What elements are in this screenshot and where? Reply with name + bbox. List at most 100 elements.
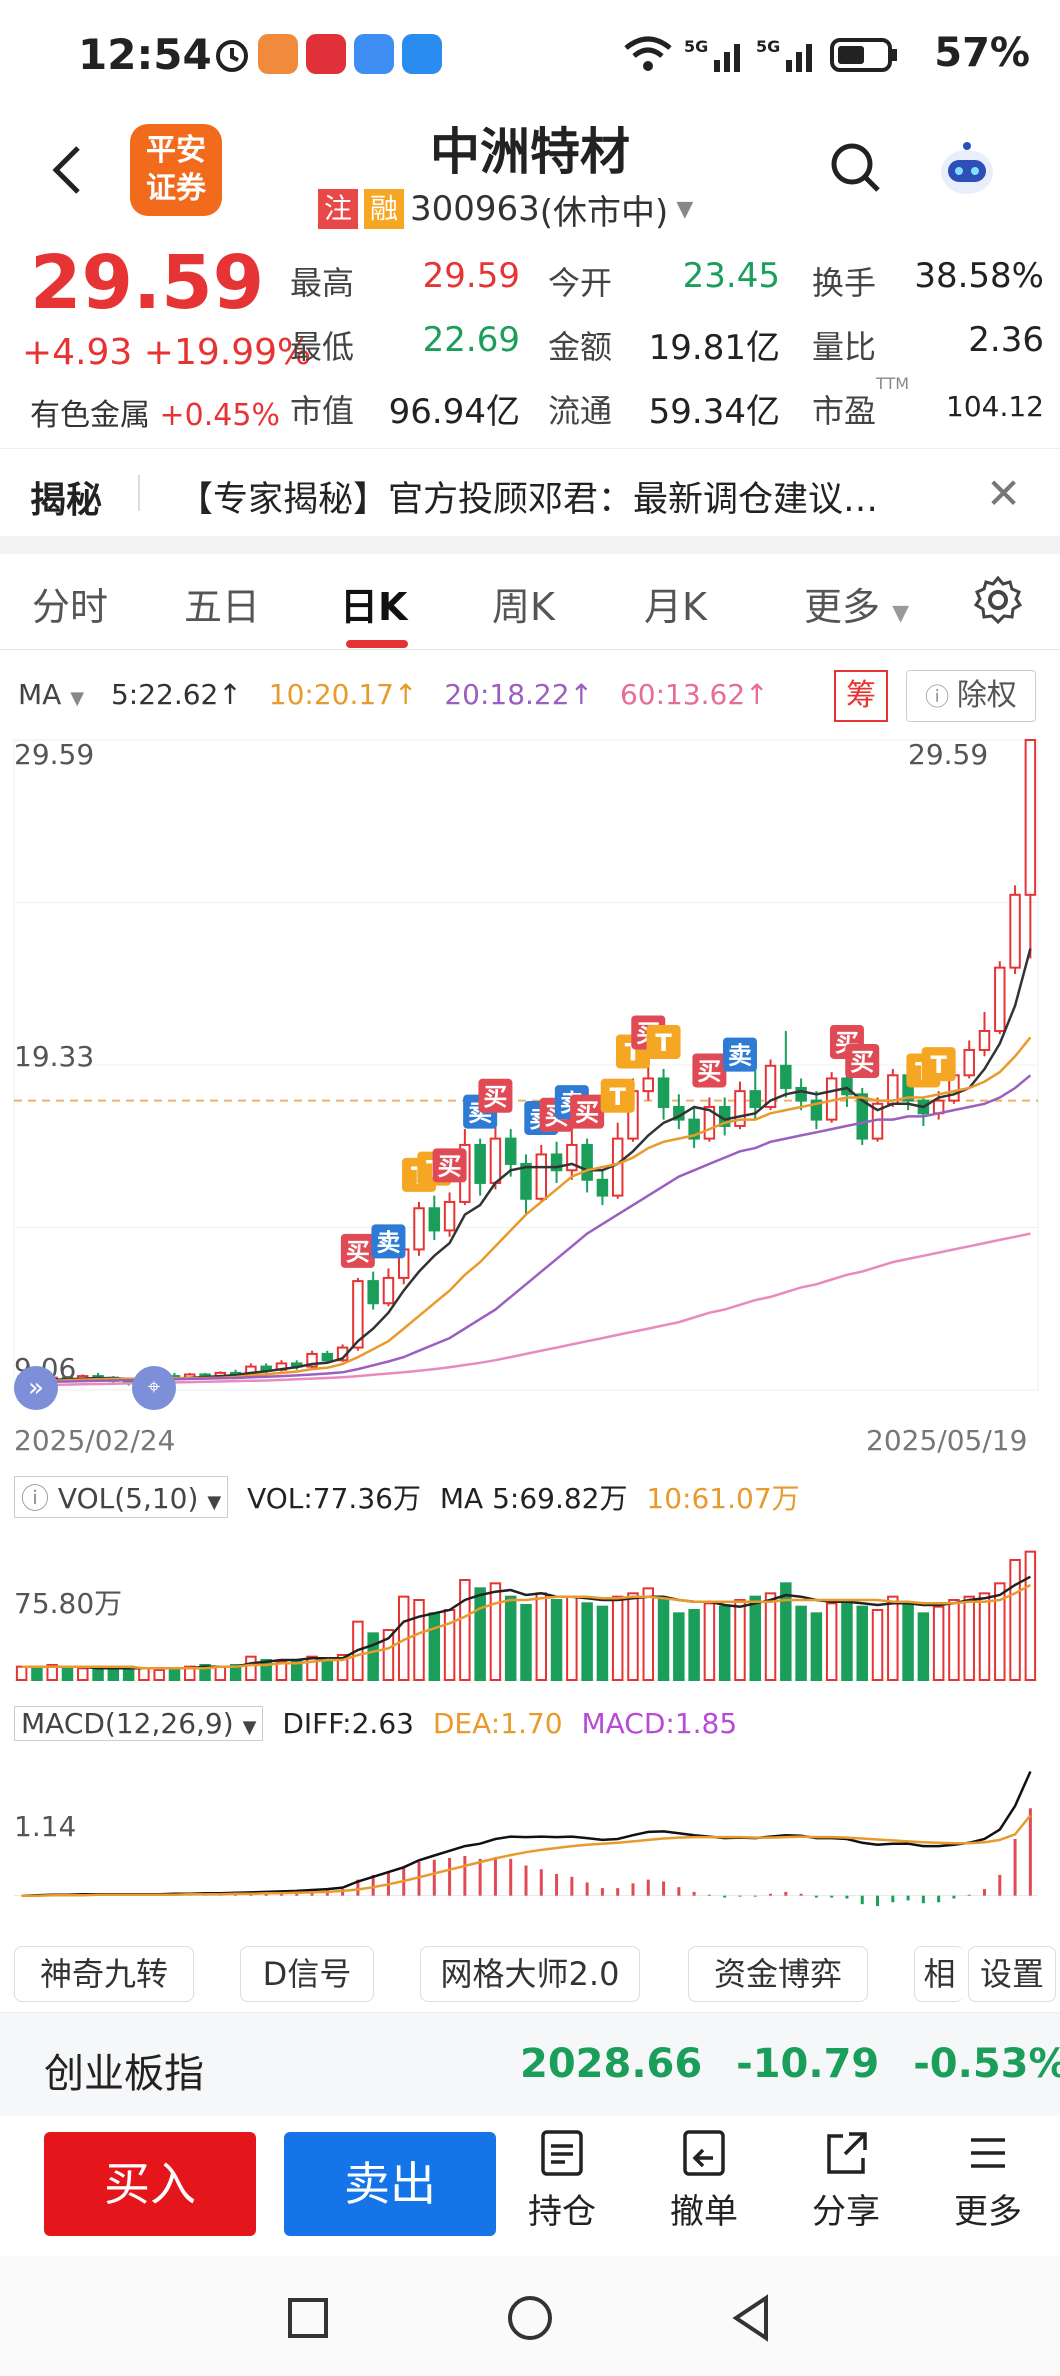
volume-chart[interactable]: 75.80万 (0, 1520, 1060, 1700)
back-icon[interactable] (40, 140, 100, 200)
y-axis-label-top: 29.59 (14, 738, 95, 771)
ticker-text[interactable]: 【专家揭秘】官方投顾邓君：最新调仓建议… (178, 480, 879, 520)
candle-body (978, 1029, 991, 1051)
tab-five-day[interactable]: 五日 (184, 585, 261, 629)
candlestick-svg: 买卖TT买卖买卖买卖买TT买T买卖买买TT (13, 739, 1039, 1391)
volume-bar (153, 1669, 165, 1681)
signal-label: 卖 (376, 1228, 400, 1256)
pe-ttm-label: TTM (876, 374, 910, 393)
quote-label: 今开 (548, 264, 613, 302)
tab-monthly-k[interactable]: 月K (644, 585, 707, 629)
candlestick-chart[interactable]: 买卖TT买卖买卖买卖买TT买T买卖买买TT 29.59 19.33 9.06 2… (0, 730, 1060, 1457)
chip-d-signal[interactable]: D信号 (240, 1946, 374, 2002)
tab-more[interactable]: 更多 ▼ (804, 585, 910, 629)
volume-bar (627, 1592, 639, 1681)
volume-svg (14, 1550, 1038, 1682)
volume-bar (275, 1660, 288, 1682)
volume-bar (336, 1654, 349, 1681)
tab-weekly-k[interactable]: 周K (492, 585, 555, 629)
volume-legend[interactable]: ⓘ VOL(5,10) ▼ VOL:77.36万 MA 5:69.82万 10:… (14, 1476, 800, 1518)
price-change: +4.93 +19.99% (22, 332, 312, 373)
volume-bar (107, 1667, 120, 1681)
active-tab-indicator (346, 640, 408, 648)
volume-bar (948, 1599, 960, 1681)
volume-bar (1009, 1559, 1021, 1681)
candle-body (1024, 739, 1037, 896)
crosshair-icon[interactable]: ⌖ (132, 1366, 176, 1410)
ex-right-button[interactable]: ⓘ 除权 (906, 670, 1036, 722)
buy-button[interactable]: 买入 (44, 2132, 256, 2236)
candle-body (550, 1153, 563, 1172)
home-icon[interactable] (506, 2294, 554, 2346)
battery-icon (830, 38, 900, 76)
volume-bar (245, 1655, 257, 1682)
signal-label: 买 (438, 1152, 462, 1180)
close-icon[interactable]: ✕ (986, 469, 1022, 518)
chip-distribution-button[interactable]: 筹 (834, 670, 888, 722)
candle-body (581, 1143, 593, 1181)
index-bar[interactable]: 创业板指 2028.66 -10.79 -0.53% ▲ (0, 2012, 1060, 2116)
tab-daily-k[interactable]: 日K (340, 585, 408, 629)
volume-y-label: 75.80万 (14, 1587, 123, 1620)
signal-marker (371, 1224, 406, 1259)
gear-icon[interactable] (972, 574, 1024, 626)
assistant-robot-icon[interactable] (936, 138, 998, 200)
signal-marker (432, 1148, 467, 1183)
volume-bar (932, 1605, 945, 1681)
signal-marker (600, 1078, 635, 1113)
fast-forward-icon[interactable]: » (14, 1366, 58, 1410)
volume-bar (902, 1602, 914, 1681)
volume-bar (520, 1604, 532, 1681)
sell-button[interactable]: 卖出 (284, 2132, 496, 2236)
volume-bar (749, 1595, 761, 1681)
chip-partial[interactable]: 相 (914, 1946, 964, 2002)
recent-apps-icon[interactable] (286, 2296, 330, 2344)
search-icon[interactable] (826, 138, 886, 198)
candle-body (352, 1280, 364, 1349)
volume-ma10_line (21, 1583, 1031, 1670)
signal-marker (646, 1024, 681, 1059)
sector-change[interactable]: 有色金属 +0.45% (30, 398, 280, 433)
volume-bar (92, 1669, 104, 1681)
quote-label: 最低 (290, 328, 355, 366)
stock-name: 中洲特材 (430, 123, 630, 181)
stock-code-row[interactable]: 注 融 300963 (休市中) ▼ (318, 186, 693, 233)
chip-magic-nine[interactable]: 神奇九转 (14, 1946, 194, 2002)
volume-bar (963, 1595, 975, 1681)
more-button[interactable]: 更多 (938, 2128, 1038, 2233)
candle-body (780, 1064, 792, 1089)
alarm-icon (212, 34, 252, 74)
signal-label: 买 (575, 1099, 599, 1127)
margin-tag: 注 (318, 189, 358, 229)
brand-logo: 平安 证券 (130, 124, 222, 216)
volume-bar (535, 1592, 548, 1681)
chip-settings[interactable]: 设置 (968, 1946, 1056, 2002)
volume-bar (566, 1595, 578, 1681)
macd-chart[interactable]: 1.14 (0, 1748, 1060, 1928)
tab-intraday[interactable]: 分时 (32, 585, 109, 629)
macd-legend[interactable]: MACD(12,26,9) ▼ DIFF:2.63 DEA:1.70 MACD:… (14, 1706, 737, 1741)
status-time: 12:54 (78, 30, 212, 79)
signal-label: 卖 (728, 1042, 752, 1070)
menu-icon (971, 2138, 1005, 2168)
chevron-down-icon: ▼ (207, 1492, 222, 1513)
cancel-order-button[interactable]: 撤单 (654, 2128, 754, 2233)
back-nav-icon[interactable] (728, 2294, 776, 2346)
volume-indicator-select[interactable]: ⓘ VOL(5,10) ▼ (14, 1476, 229, 1518)
quote-label: 市盈 (812, 392, 877, 430)
volume-bar (77, 1667, 89, 1681)
trade-bar: 买入 卖出 持仓 撤单 分享 更多 (0, 2116, 1060, 2256)
volume-bar (688, 1609, 700, 1681)
news-ticker[interactable]: 揭秘 【专家揭秘】官方投顾邓君：最新调仓建议… ✕ (0, 448, 1060, 536)
quote-value: 23.45 (682, 256, 780, 296)
quote-value: 2.36 (968, 320, 1044, 360)
share-button[interactable]: 分享 (796, 2128, 896, 2233)
chip-grid-master[interactable]: 网格大师2.0 (420, 1946, 640, 2002)
chip-fund-game[interactable]: 资金博弈 (688, 1946, 868, 2002)
volume-bar (734, 1599, 746, 1681)
ma-legend[interactable]: MA ▼ 5:22.62↑ 10:20.17↑ 20:18.22↑ 60:13.… (18, 678, 769, 711)
positions-button[interactable]: 持仓 (512, 2128, 612, 2233)
signal-marker (570, 1094, 605, 1129)
signal-label: T (610, 1083, 627, 1111)
macd-indicator-select[interactable]: MACD(12,26,9) ▼ (14, 1706, 264, 1741)
